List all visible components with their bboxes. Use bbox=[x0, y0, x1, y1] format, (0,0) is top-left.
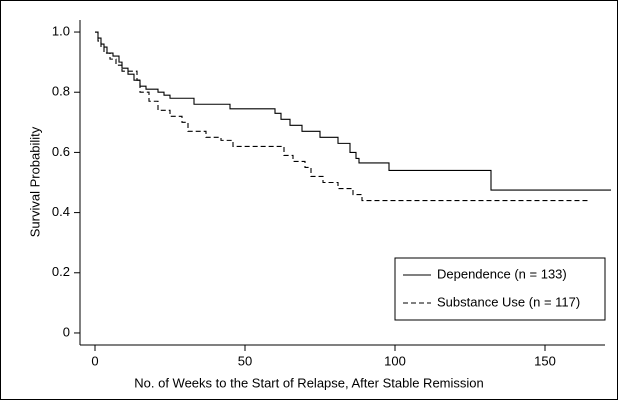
x-tick-label: 100 bbox=[384, 353, 406, 368]
y-axis-label: Survival Probability bbox=[27, 126, 42, 237]
x-tick-label: 50 bbox=[238, 353, 252, 368]
survival-line bbox=[95, 31, 611, 191]
x-axis-label: No. of Weeks to the Start of Relapse, Af… bbox=[134, 375, 483, 390]
y-tick-label: 0.6 bbox=[52, 144, 70, 159]
y-tick-label: 0 bbox=[63, 324, 70, 339]
x-tick-label: 150 bbox=[534, 353, 556, 368]
legend-label: Substance Use (n = 117) bbox=[437, 294, 580, 309]
y-tick-label: 1.0 bbox=[52, 23, 70, 38]
y-tick-label: 0.4 bbox=[52, 204, 70, 219]
legend-box bbox=[394, 257, 606, 321]
legend-label: Dependence (n = 133) bbox=[437, 266, 567, 281]
survival-line bbox=[95, 31, 590, 202]
y-tick-label: 0.2 bbox=[52, 264, 70, 279]
x-tick-label: 0 bbox=[91, 353, 98, 368]
y-tick-label: 0.8 bbox=[52, 84, 70, 99]
